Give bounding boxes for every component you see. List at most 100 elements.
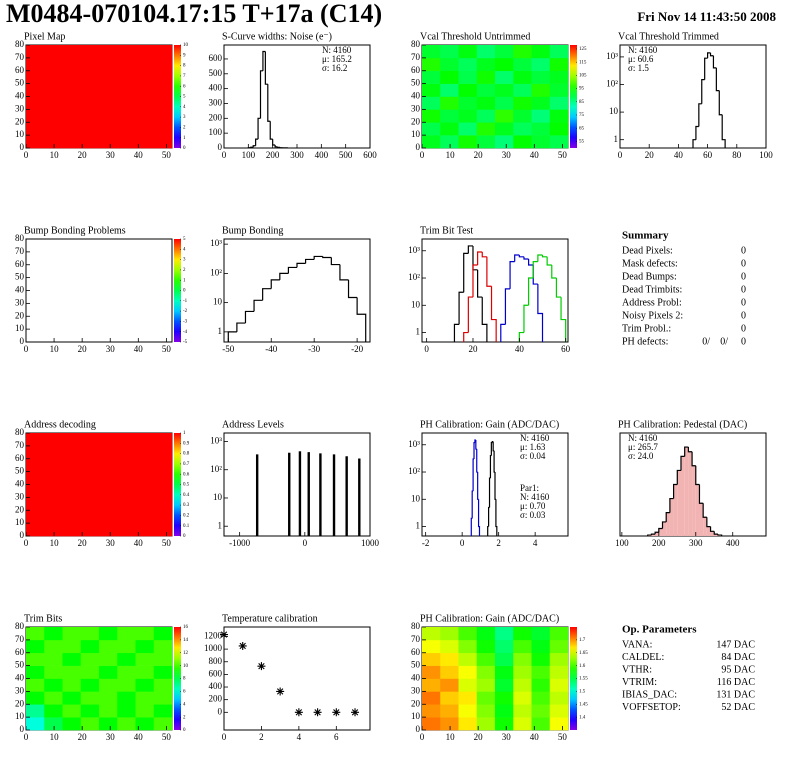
y-tick-label: 70 xyxy=(15,440,25,450)
panel-title: Address decoding xyxy=(24,419,96,430)
op-value: 131 DAC xyxy=(716,689,755,700)
stats-line: N: 4160 xyxy=(628,45,658,55)
histogram-bin xyxy=(680,455,685,471)
y-tick-label: 20 xyxy=(411,116,421,126)
heatmap-cell xyxy=(549,678,569,692)
colorbar-tick-label: 85 xyxy=(579,100,585,105)
heatmap-cell xyxy=(422,109,441,123)
heatmap-cell xyxy=(549,665,569,679)
y-tick-label: 50 xyxy=(411,78,421,88)
y-tick-label: 200 xyxy=(209,694,223,704)
heatmap-cell xyxy=(476,665,496,679)
y-tick-label: 30 xyxy=(15,685,25,695)
heatmap-cell xyxy=(422,652,441,666)
y-tick-label: 30 xyxy=(15,491,25,501)
plot-marks xyxy=(647,446,723,536)
star-marker xyxy=(238,641,247,650)
heatmap-cell xyxy=(99,652,118,666)
x-tick-label: 100 xyxy=(242,150,256,160)
histogram-bin xyxy=(488,477,491,508)
colorbar-tick-label: -3 xyxy=(183,320,188,325)
heatmap-cell xyxy=(476,83,496,97)
heatmap-cell xyxy=(549,70,569,84)
x-tick-label: 20 xyxy=(78,538,88,548)
x-tick-label: 40 xyxy=(674,150,684,160)
plot-frame xyxy=(619,44,767,149)
colorbar-tick-label: 0 xyxy=(183,146,186,151)
heatmap-cell xyxy=(422,627,441,641)
histogram-bin xyxy=(472,458,475,492)
y-tick-label: 10 xyxy=(411,493,421,503)
colorbar-tick-label: 1 xyxy=(183,136,186,141)
heatmap-cell xyxy=(476,96,496,110)
histogram-bin xyxy=(269,121,273,140)
colorbar-tick-label: 105 xyxy=(579,74,587,79)
heatmap-cell xyxy=(513,57,532,72)
heatmap-cell xyxy=(476,122,496,136)
x-tick-label: 40 xyxy=(530,150,540,160)
heatmap-cell xyxy=(62,691,82,705)
y-tick-label: 30 xyxy=(15,297,25,307)
plot-marks xyxy=(26,45,173,149)
x-tick-label: 100 xyxy=(615,538,629,548)
histogram-fill xyxy=(692,465,696,536)
colorbar-tick-label: -5 xyxy=(183,340,188,345)
stats-line: N: 4160 xyxy=(322,45,352,55)
heatmap-cell xyxy=(458,122,478,136)
heatmap-cell xyxy=(117,665,136,679)
x-tick-label: 10 xyxy=(50,344,60,354)
heatmap-cell xyxy=(531,691,551,705)
heatmap-cell xyxy=(62,678,82,692)
heatmap-cell xyxy=(44,665,63,679)
spike xyxy=(345,456,348,536)
heatmap-cell xyxy=(135,665,155,679)
histogram-bin xyxy=(477,251,483,266)
y-tick-label: 1200 xyxy=(204,631,223,641)
x-tick-label: 30 xyxy=(106,150,116,160)
y-tick-label: 20 xyxy=(411,698,421,708)
heatmap-cell xyxy=(422,678,441,692)
histogram-bin xyxy=(253,299,263,312)
star-marker xyxy=(220,630,228,639)
heatmap-cell xyxy=(549,96,569,110)
heatmap-cell xyxy=(476,109,496,123)
heatmap-cell xyxy=(153,627,173,641)
y-tick-label: 10 xyxy=(411,711,421,721)
histogram-fill xyxy=(684,447,689,536)
histogram-bin xyxy=(486,256,492,287)
heatmap-cell xyxy=(495,57,514,72)
colorbar-tick-label: 6 xyxy=(183,84,186,89)
heatmap-cell xyxy=(549,652,569,666)
x-tick-label: 0 xyxy=(24,150,29,160)
heatmap-cell xyxy=(513,109,532,123)
x-tick-label: 2 xyxy=(496,538,501,548)
heatmap-cell xyxy=(422,691,441,705)
heatmap-cell xyxy=(135,678,155,692)
colorbar xyxy=(174,239,181,342)
histogram-fill xyxy=(655,532,659,536)
heatmap-cell xyxy=(153,639,173,654)
histogram-fill xyxy=(695,484,700,536)
heatmap-cell xyxy=(476,717,496,731)
stats-line: σ: 24.0 xyxy=(628,451,654,461)
histogram-fill xyxy=(669,498,674,536)
heatmap-cell xyxy=(80,704,100,718)
x-tick-label: 50 xyxy=(162,150,172,160)
y-tick-label: 50 xyxy=(411,660,421,670)
panel-title: PH Calibration: Gain (ADC/DAC) xyxy=(420,419,559,430)
colorbar-tick-label: 0.1 xyxy=(183,524,190,529)
colorbar-tick-label: 10 xyxy=(183,664,189,669)
heatmap-cell xyxy=(135,652,155,666)
heatmap-cell xyxy=(80,639,100,654)
y-tick-label: 40 xyxy=(15,479,25,489)
histogram-bin xyxy=(270,279,280,289)
x-tick-label: 0 xyxy=(24,538,29,548)
heatmap-cell xyxy=(549,135,569,149)
panel-title: Temperature calibration xyxy=(222,613,318,624)
heatmap-cell xyxy=(495,704,514,718)
y-tick-label: 400 xyxy=(209,681,223,691)
x-tick-label: 40 xyxy=(134,344,144,354)
summary-value: 0 xyxy=(741,245,746,256)
y-tick-label: 1000 xyxy=(204,643,223,653)
histogram-bin xyxy=(236,322,246,332)
